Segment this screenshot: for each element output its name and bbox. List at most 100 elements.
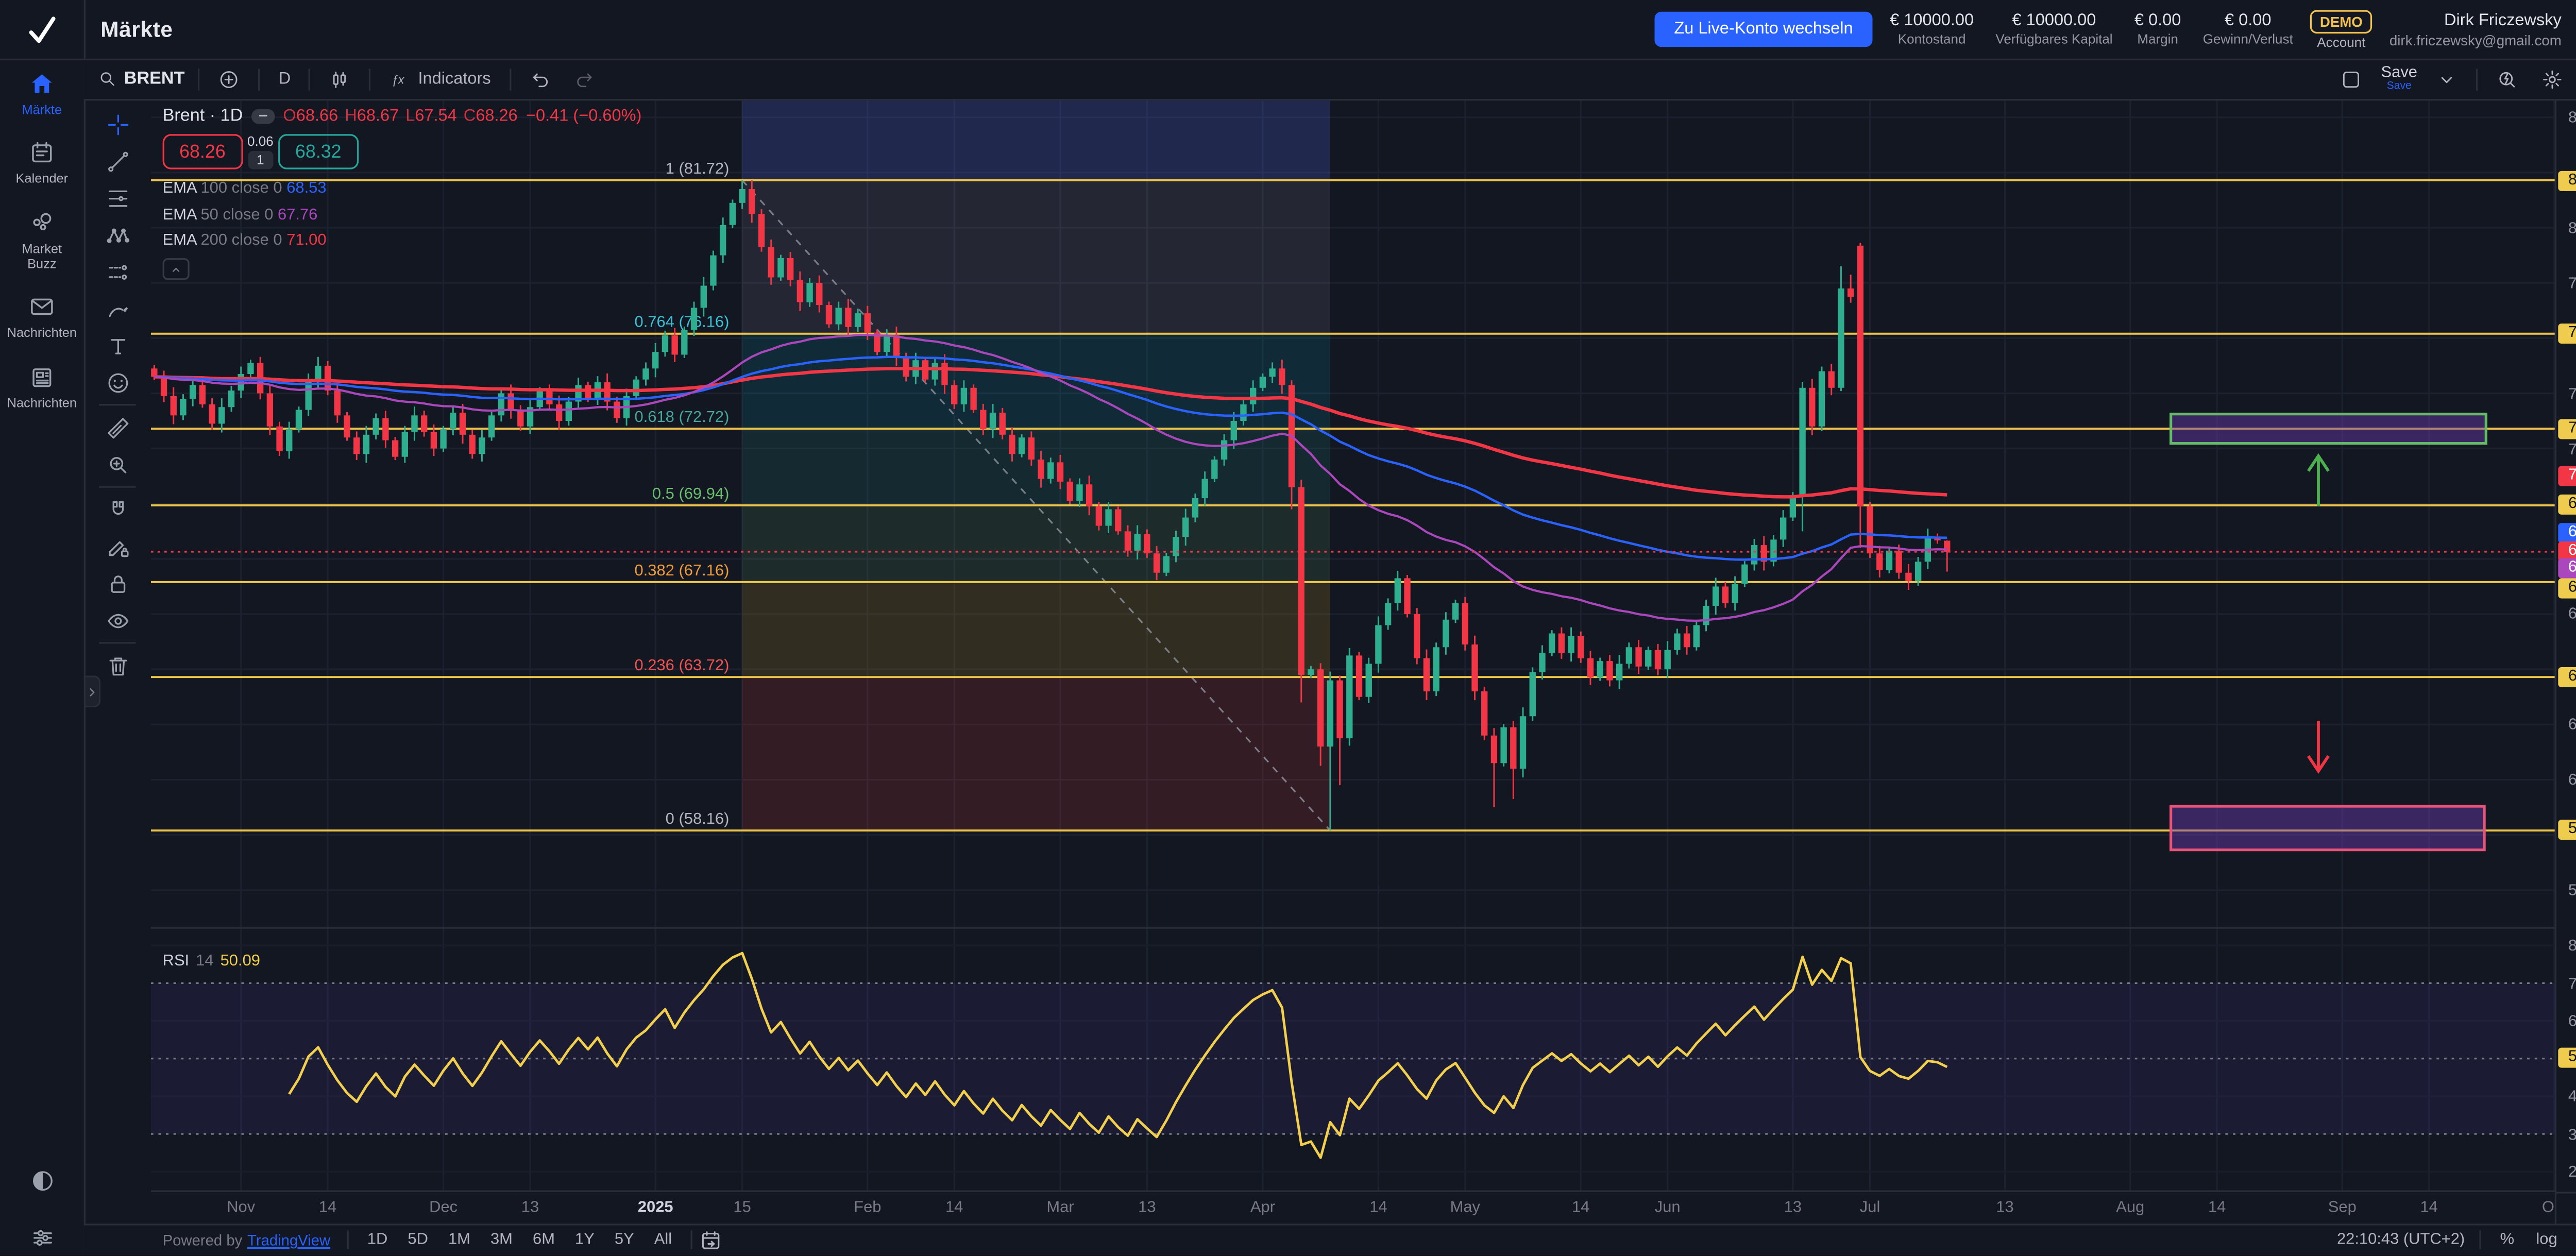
home-icon [28, 71, 55, 97]
sidebar-item-nachrichten[interactable]: Nachrichten [0, 351, 84, 421]
sidebar-item-label: Nachrichten [7, 395, 77, 411]
price-axis-badge: 50.09 [2558, 1048, 2576, 1068]
app-logo[interactable] [0, 0, 86, 59]
supply-zone[interactable] [2170, 413, 2487, 445]
draw-tool-fibtool[interactable] [95, 179, 139, 216]
svg-text:0 (58.16): 0 (58.16) [666, 809, 730, 827]
chart-plot[interactable]: 1 (81.72) 0.764 (76.16) 0.618 (72.72) 0.5 (… [150, 98, 2556, 1225]
ema-legend-row[interactable]: EMA 100 close 0 68.53 [162, 179, 327, 198]
draw-tool-pencil-lock[interactable] [95, 528, 139, 565]
layout-button[interactable] [2336, 64, 2368, 93]
clock[interactable]: 22:10:43 (UTC+2) [2336, 1231, 2465, 1250]
lot-size[interactable]: 1 [248, 150, 273, 169]
symbol-search-button[interactable]: BRENT [97, 69, 184, 89]
draw-tool-zoomin[interactable] [95, 446, 139, 483]
text-icon [105, 333, 130, 358]
draw-tool-brush[interactable] [95, 290, 139, 327]
sidebar-item-kalender[interactable]: Kalender [0, 128, 84, 197]
save-menu-button[interactable] [2431, 64, 2463, 93]
preferences-button[interactable] [0, 1226, 84, 1251]
timeframe-6m[interactable]: 6M [524, 1228, 563, 1253]
draw-tool-magnet[interactable] [95, 491, 139, 528]
chart-toolbar: BRENT D ƒx Indicators [83, 58, 2576, 101]
chart-type-button[interactable] [324, 64, 356, 93]
price-axis-badge: 72.72 [2558, 418, 2576, 439]
ruler-icon [105, 415, 130, 440]
sidebar-item-m-rkte[interactable]: Märkte [0, 59, 84, 128]
price-axis-badge: 67.16 [2558, 579, 2576, 599]
eye-icon [105, 608, 130, 633]
price-axis[interactable]: 84.00 80.00 78.00 74.00 72.00 66.00 62.00 60.00… [2554, 98, 2576, 1225]
sidebar-item-market-buzz[interactable]: Market Buzz [0, 197, 84, 282]
draw-tool-crosshair[interactable] [95, 106, 139, 143]
scale-percent-button[interactable]: % [2497, 1230, 2518, 1251]
draw-tool-eye[interactable] [95, 602, 139, 639]
time-axis-label: 13 [1138, 1197, 1156, 1215]
ema-legend-row[interactable]: EMA 200 close 0 71.00 [162, 231, 327, 250]
price-axis-tick: 74.00 [2568, 385, 2576, 403]
indicators-button[interactable]: ƒx Indicators [384, 64, 496, 93]
undo-button[interactable] [524, 64, 556, 93]
redo-button[interactable] [568, 64, 600, 93]
legend-collapse-button[interactable] [162, 258, 190, 280]
draw-tool-text[interactable] [95, 327, 139, 364]
svg-text:0.5 (69.94): 0.5 (69.94) [652, 484, 729, 502]
rsi-value: 50.09 [220, 952, 260, 971]
timeframe-all[interactable]: All [646, 1228, 680, 1253]
theme-toggle-button[interactable] [0, 1168, 84, 1194]
contrast-icon [29, 1168, 55, 1194]
scale-log-button[interactable]: log [2533, 1230, 2561, 1251]
timeframe-3m[interactable]: 3M [482, 1228, 521, 1253]
save-button[interactable]: Save Save [2381, 63, 2417, 92]
draw-tool-trash[interactable] [95, 647, 139, 684]
up-arrow[interactable] [2307, 453, 2330, 506]
drawing-panel-expander[interactable] [83, 675, 101, 708]
draw-tool-emoji[interactable] [95, 364, 139, 401]
draw-tool-lock[interactable] [95, 565, 139, 602]
buy-button[interactable]: 68.32 [278, 134, 359, 169]
quick-search-icon [2496, 68, 2518, 90]
price-chart[interactable]: 1 (81.72) 0.764 (76.16) 0.618 (72.72) 0.5 (… [150, 98, 2556, 1225]
chart-settings-button[interactable] [2536, 64, 2568, 93]
price-axis-tick: 62.00 [2568, 716, 2576, 735]
price-axis-badge: 63.72 [2558, 667, 2576, 687]
draw-tool-forecast[interactable] [95, 253, 139, 290]
down-arrow[interactable] [2307, 721, 2330, 774]
account-stat: € 10000.00 Kontostand [1890, 11, 1974, 47]
account-stats: € 10000.00 Kontostand € 10000.00 Verfügbare… [1890, 12, 2293, 47]
draw-tool-xabcd[interactable] [95, 216, 139, 253]
compare-symbol-button[interactable] [213, 64, 245, 93]
switch-to-live-button[interactable]: Zu Live-Konto wechseln [1654, 11, 1873, 47]
interval-button[interactable]: D [274, 66, 296, 92]
timeframe-1d[interactable]: 1D [359, 1228, 396, 1253]
timeframe-5d[interactable]: 5D [399, 1228, 436, 1253]
quick-search-button[interactable] [2491, 64, 2523, 93]
ema-legend-row[interactable]: EMA 50 close 0 67.76 [162, 205, 318, 224]
bubbles-icon [28, 209, 55, 236]
timeframe-1m[interactable]: 1M [440, 1228, 479, 1253]
legend-more-icon[interactable] [251, 108, 275, 124]
draw-tool-ruler[interactable] [95, 409, 139, 446]
time-axis-label: May [1450, 1197, 1481, 1215]
sidebar: Märkte Kalender Market Buzz Nachrichten Nach… [0, 58, 86, 1256]
trash-icon [105, 653, 130, 678]
account-stat: € 10000.00 Verfügbares Kapital [1995, 11, 2113, 47]
price-axis-badge: 81.72 [2558, 170, 2576, 191]
timeframe-5y[interactable]: 5Y [606, 1228, 642, 1253]
time-axis-label: Sep [2328, 1197, 2357, 1215]
timeframe-1y[interactable]: 1Y [567, 1228, 603, 1253]
chevron-up-icon [170, 262, 183, 276]
draw-tool-trend[interactable] [95, 143, 139, 180]
go-to-date-icon[interactable] [699, 1229, 722, 1252]
price-axis-tick: 40.00 [2568, 1088, 2576, 1107]
legend-symbol[interactable]: Brent · 1D [162, 105, 243, 126]
scale-buttons: %logauto [2497, 1230, 2576, 1251]
sell-button[interactable]: 68.26 [162, 134, 243, 169]
svg-text:0.382 (67.16): 0.382 (67.16) [635, 561, 730, 579]
demand-zone[interactable] [2170, 805, 2486, 852]
time-axis-label: 14 [945, 1197, 963, 1215]
sidebar-item-nachrichten[interactable]: Nachrichten [0, 282, 84, 352]
tradingview-link[interactable]: TradingView [247, 1232, 331, 1249]
price-axis-tick: 60.00 [2568, 771, 2576, 790]
